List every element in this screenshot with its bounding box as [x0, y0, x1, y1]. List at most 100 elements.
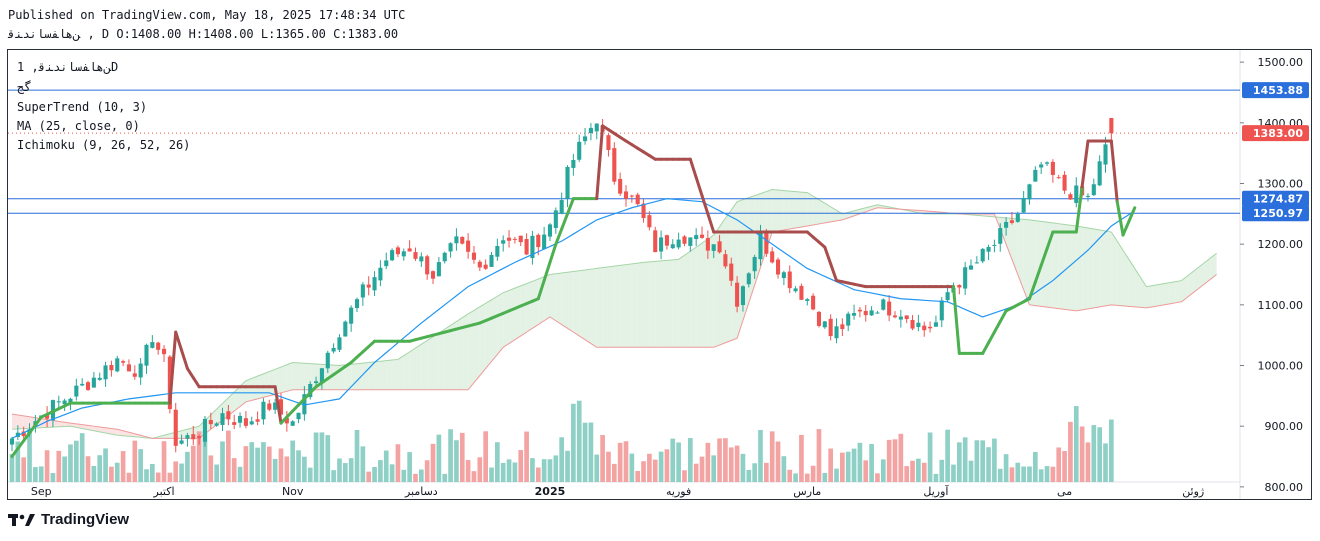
supertrend-segment [22, 431, 32, 443]
kumo-segment [789, 191, 796, 229]
candle-body [968, 265, 974, 270]
legend-ma[interactable]: MA (25, close, 0) [17, 119, 140, 133]
candle-body [91, 377, 96, 388]
volume-bar [518, 450, 524, 482]
time-tick-label: آوریل [923, 484, 949, 498]
candle-body [249, 421, 254, 425]
volume-bar [641, 461, 646, 482]
volume-bar [331, 470, 336, 482]
candle-body [454, 236, 459, 244]
volume-bar [699, 456, 705, 482]
candle-body [425, 256, 430, 275]
legend-sub: ﮔﺞ [17, 80, 32, 94]
candle-body [442, 252, 447, 262]
volume-bar [933, 473, 939, 482]
volume-bar [471, 471, 477, 482]
volume-bar [541, 459, 547, 482]
candle-body [267, 403, 272, 410]
supertrend-segment [1121, 219, 1131, 237]
volume-bar [524, 431, 529, 482]
volume-bar [442, 473, 448, 482]
candle-body [571, 160, 576, 168]
candle-body [1033, 169, 1038, 182]
volume-bar [1003, 454, 1009, 482]
kumo-segment [1052, 222, 1059, 309]
candle-body [518, 235, 523, 243]
volume-bar [793, 473, 798, 482]
volume-bar [50, 473, 56, 482]
volume-bar [986, 447, 991, 482]
candle-body [735, 282, 740, 307]
legend-ichimoku[interactable]: Ichimoku (9, 26, 52, 26) [17, 138, 191, 152]
candle-body [156, 342, 161, 350]
candle-body [185, 435, 190, 439]
supertrend-segment [694, 175, 704, 198]
candle-body [261, 401, 266, 420]
volume-bar [740, 453, 746, 482]
volume-bar [588, 422, 594, 482]
candle-body [390, 250, 395, 261]
volume-bar [886, 439, 892, 482]
volume-bar [202, 431, 208, 482]
volume-bar [372, 466, 377, 482]
candle-body [980, 248, 985, 262]
supertrend-segment [273, 385, 283, 425]
time-tick-label: 2025 [535, 485, 566, 498]
candle-body [688, 237, 693, 246]
price-chart[interactable]: 1500.001400.001300.001200.001100.001000.… [8, 50, 1311, 499]
volume-bar [664, 449, 670, 482]
candle-body [699, 234, 705, 238]
kumo-segment [280, 364, 287, 393]
kumo-segment [608, 266, 615, 348]
candle-body [395, 247, 400, 255]
published-caption: Published on TradingView.com, May 18, 20… [8, 8, 406, 22]
kumo-segment [269, 369, 276, 396]
candle-body [1085, 195, 1091, 197]
kumo-segment [830, 206, 837, 222]
supertrend-segment [1027, 280, 1037, 301]
volume-bar [249, 442, 255, 482]
candle-body [80, 383, 85, 386]
kumo-segment [497, 292, 504, 355]
kumo-segment [520, 283, 527, 336]
chart-frame[interactable]: 1500.00 1400.00 1300.00 1200.00 1100.00 1000.… [7, 49, 1312, 500]
supertrend-segment [951, 285, 961, 355]
kumo-segment [1187, 271, 1194, 298]
candle-body [957, 285, 962, 288]
kumo-segment [1076, 225, 1083, 311]
candle-body [448, 243, 453, 252]
candle-body [1109, 117, 1114, 134]
candle-body [694, 235, 699, 240]
candle-body [349, 307, 354, 324]
kumo-segment [602, 266, 609, 348]
kumo-segment [374, 361, 381, 390]
volume-bar [822, 472, 828, 482]
price-label-tag [1242, 125, 1309, 142]
supertrend-segment [1039, 247, 1049, 267]
volume-bar [454, 440, 459, 482]
candle-body [331, 347, 336, 352]
volume-bar [126, 472, 132, 482]
volume-bar [851, 448, 857, 482]
kumo-segment [357, 363, 363, 390]
volume-bar [278, 448, 284, 482]
legend-supertrend[interactable]: SuperTrend (10, 3) [17, 100, 148, 114]
volume-bar [489, 467, 494, 482]
candle-body [740, 286, 745, 306]
supertrend-segment [536, 279, 546, 301]
volume-bar [547, 459, 553, 482]
candle-body [653, 230, 658, 253]
time-tick-label: اکتبر [153, 485, 175, 498]
volume-bar [366, 471, 372, 482]
candle-body [74, 385, 79, 397]
volume-bar [565, 450, 570, 482]
kumo-segment [415, 344, 422, 390]
kumo-segment [438, 329, 445, 390]
volume-bar [284, 456, 290, 482]
volume-bar [337, 458, 342, 482]
candle-body [284, 417, 289, 424]
price-label-tag [1242, 82, 1309, 99]
candle-body [723, 254, 728, 267]
volume-bar [179, 463, 184, 482]
kumo-segment [503, 290, 510, 348]
